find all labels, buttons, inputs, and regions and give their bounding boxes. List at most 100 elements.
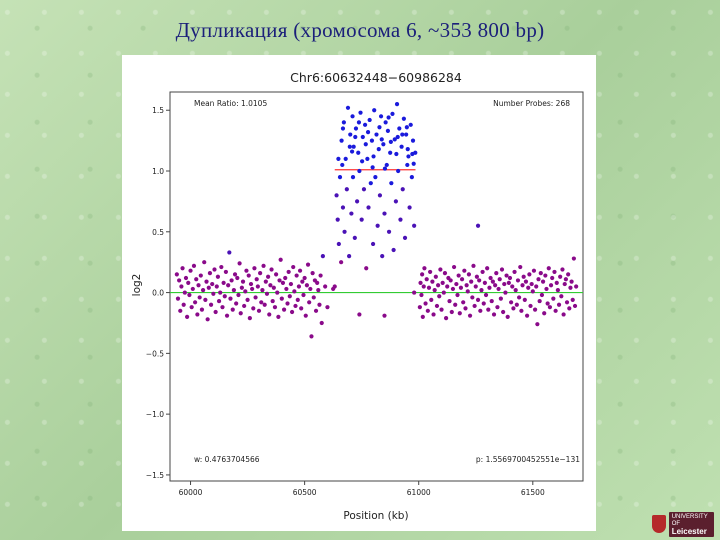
data-point <box>422 266 427 271</box>
data-point <box>567 306 572 311</box>
data-point <box>211 291 216 296</box>
data-point <box>554 280 559 285</box>
data-point <box>504 273 509 278</box>
data-point <box>378 114 384 119</box>
data-point <box>197 295 202 300</box>
data-point <box>450 286 456 292</box>
data-point <box>208 302 214 307</box>
data-point <box>352 235 357 240</box>
data-point <box>195 312 200 317</box>
data-point <box>360 159 365 164</box>
data-point <box>524 313 530 318</box>
data-point <box>218 290 223 295</box>
data-point <box>288 281 294 287</box>
data-point <box>522 297 527 302</box>
data-point <box>571 256 576 261</box>
data-point <box>480 269 485 275</box>
data-point <box>363 142 368 147</box>
data-point <box>213 309 218 315</box>
data-point <box>284 286 289 292</box>
data-point <box>212 267 217 272</box>
data-point <box>297 268 303 273</box>
data-point <box>274 272 279 277</box>
data-point <box>357 168 362 174</box>
data-point <box>221 280 226 285</box>
data-point <box>370 241 376 247</box>
x-axis-label: Position (kb) <box>343 510 408 522</box>
data-point <box>448 278 453 283</box>
data-point <box>511 306 516 311</box>
data-point <box>255 284 260 289</box>
logo-wordmark: UNIVERSITY OF Leicester <box>668 511 714 537</box>
data-point <box>189 305 194 310</box>
data-point <box>548 283 554 288</box>
data-point <box>280 280 286 285</box>
p-value-annotation: p: 1.5569700452551e−131 <box>476 455 580 464</box>
data-point <box>301 292 306 298</box>
data-point <box>472 303 477 309</box>
data-point <box>510 284 515 289</box>
data-point <box>337 174 343 180</box>
data-point <box>560 267 565 272</box>
data-point <box>174 272 179 277</box>
data-point <box>449 309 454 315</box>
data-point <box>470 295 475 300</box>
data-point <box>253 295 258 300</box>
data-point <box>388 150 393 155</box>
data-point <box>340 162 345 168</box>
data-point <box>431 312 436 317</box>
data-point <box>502 281 507 287</box>
data-point <box>418 280 423 285</box>
data-point <box>499 267 505 272</box>
data-point <box>454 281 459 287</box>
data-point <box>518 264 523 270</box>
data-point <box>434 303 440 309</box>
data-point <box>370 165 375 170</box>
data-point <box>254 277 259 282</box>
data-point <box>287 294 292 299</box>
data-point <box>263 279 268 284</box>
data-point <box>406 154 411 159</box>
data-point <box>440 280 445 285</box>
data-point <box>534 284 539 289</box>
data-point <box>538 271 543 276</box>
data-point <box>546 266 551 271</box>
data-point <box>420 314 425 319</box>
y-tick-label: 1.5 <box>152 106 164 115</box>
data-point <box>345 105 351 110</box>
data-point <box>365 156 370 161</box>
data-point <box>219 264 224 270</box>
data-point <box>419 292 424 298</box>
data-point <box>432 288 437 293</box>
data-point <box>367 117 372 123</box>
data-point <box>490 279 495 284</box>
data-point <box>344 187 349 192</box>
data-point <box>410 138 416 143</box>
data-point <box>475 297 481 302</box>
data-point <box>517 295 522 300</box>
data-point <box>495 305 500 310</box>
data-point <box>461 300 466 305</box>
data-point <box>459 277 465 282</box>
data-point <box>186 280 191 285</box>
w-statistic-annotation: w: 0.4763704566 <box>194 455 260 464</box>
data-point <box>376 147 381 152</box>
data-point <box>281 307 287 312</box>
data-point <box>445 284 450 289</box>
data-point <box>318 273 323 278</box>
data-point <box>178 308 183 313</box>
data-point <box>299 306 304 311</box>
data-point <box>539 292 545 298</box>
data-point <box>514 302 519 307</box>
data-point <box>526 285 531 290</box>
data-point <box>177 278 182 283</box>
data-point <box>323 284 328 289</box>
data-point <box>351 144 356 149</box>
data-point <box>275 290 280 295</box>
data-point <box>181 302 186 307</box>
data-point <box>348 132 353 137</box>
data-point <box>296 284 302 289</box>
data-point <box>433 274 438 279</box>
data-point <box>388 139 393 144</box>
data-point <box>349 149 355 154</box>
